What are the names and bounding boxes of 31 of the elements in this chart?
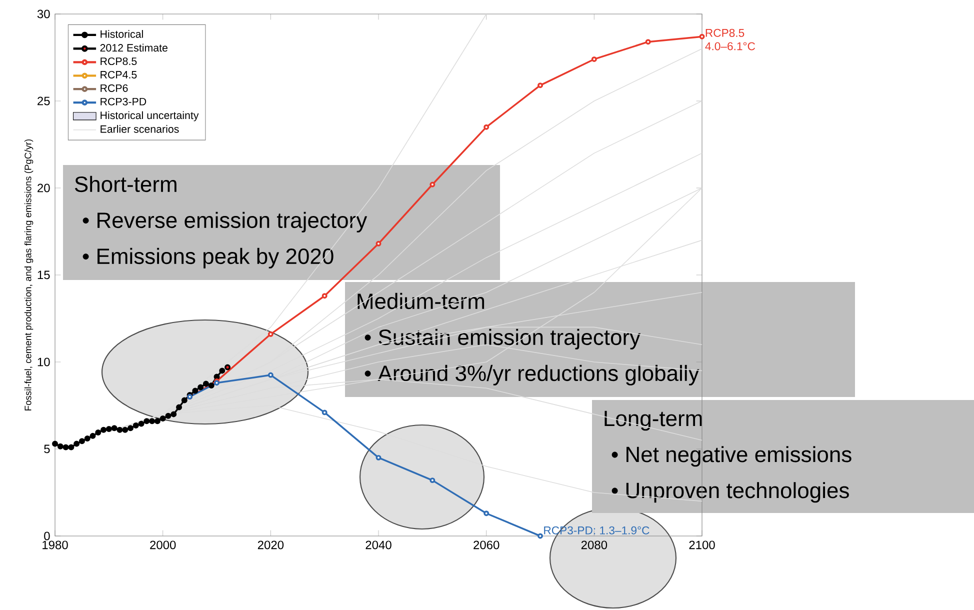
x-tick-label: 2040 bbox=[366, 540, 392, 550]
y-tick-label: 5 bbox=[44, 444, 50, 454]
y-tick-label: 0 bbox=[44, 532, 50, 540]
annotation: • Net negative emissions bbox=[612, 446, 852, 467]
legend-label: RCP3-PD bbox=[100, 98, 146, 106]
annotation: RCP8.5 4.0–6.1°C bbox=[705, 28, 756, 50]
y-tick-label: 10 bbox=[38, 358, 50, 366]
y-tick-label: 25 bbox=[38, 96, 50, 106]
x-tick-label: 2000 bbox=[150, 540, 176, 550]
y-tick-label: 15 bbox=[38, 270, 50, 280]
annotation: • Around 3%/yr reductions globally bbox=[364, 364, 700, 386]
x-tick-label: 2060 bbox=[474, 540, 500, 550]
legend-label: RCP8.5 bbox=[100, 57, 137, 66]
annotation: • Unproven technologies bbox=[612, 482, 849, 503]
y-tick-label: 20 bbox=[38, 184, 50, 192]
x-tick-label: 2020 bbox=[258, 540, 284, 550]
legend-label: 2012 Estimate bbox=[100, 44, 168, 52]
annotation: Long-term bbox=[604, 410, 702, 431]
annotation: • Reverse emission trajectory bbox=[82, 212, 368, 232]
legend-label: RCP6 bbox=[100, 84, 128, 92]
annotation: • Emissions peak by 2020 bbox=[82, 248, 334, 268]
x-tick-label: 2100 bbox=[689, 540, 715, 550]
annotation: Short-term bbox=[74, 176, 176, 192]
legend-label: Earlier scenarios bbox=[100, 125, 179, 133]
y-axis-title: Fossil-fuel, cement production, and gas flaring emissions (PgC/yr) bbox=[24, 139, 34, 410]
annotation: Medium-term bbox=[358, 292, 484, 310]
legend-label: Historical uncertainty bbox=[100, 111, 199, 122]
legend-label: RCP4.5 bbox=[100, 70, 137, 78]
x-tick-label: 1980 bbox=[42, 540, 68, 550]
legend-label: Historical bbox=[100, 30, 143, 38]
y-tick-label: 30 bbox=[37, 10, 50, 18]
